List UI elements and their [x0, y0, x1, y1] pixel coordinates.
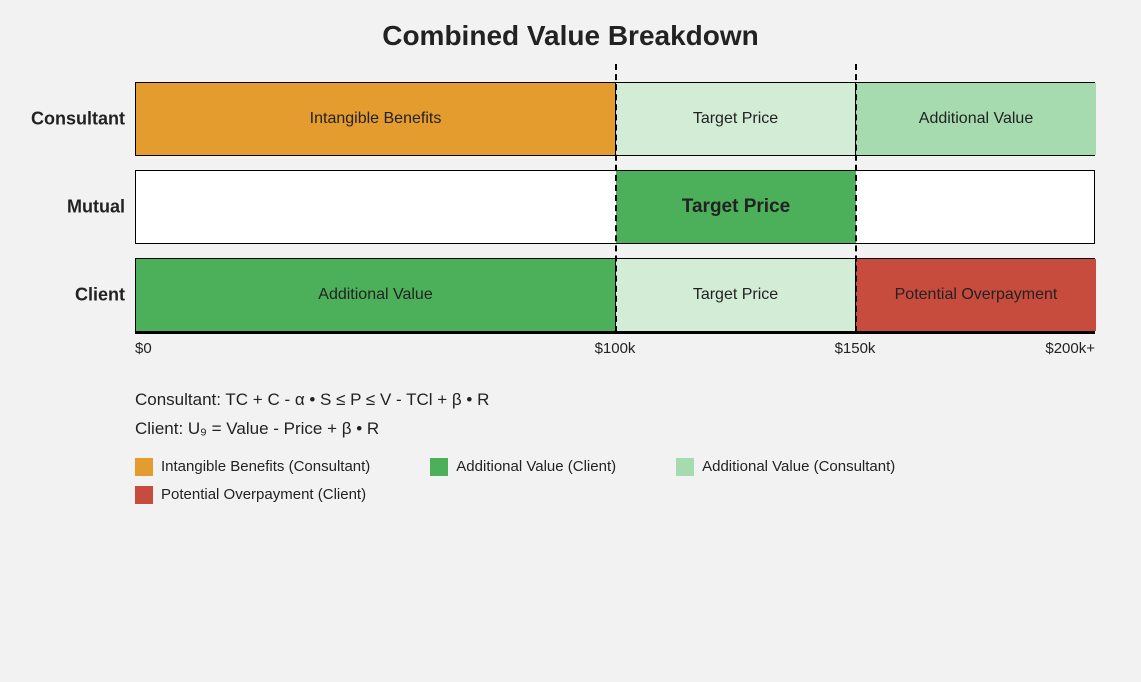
bar-outline: Intangible BenefitsTarget PriceAdditiona…	[135, 82, 1095, 156]
legend-item: Additional Value (Client)	[430, 458, 616, 476]
bar-segment: Target Price	[616, 259, 856, 331]
legend-swatch	[135, 486, 153, 504]
legend-swatch	[430, 458, 448, 476]
chart-row: ClientAdditional ValueTarget PricePotent…	[135, 258, 1095, 332]
bar-outline: Additional ValueTarget PricePotential Ov…	[135, 258, 1095, 332]
row-label: Client	[20, 285, 125, 306]
legend-label: Intangible Benefits (Consultant)	[161, 458, 370, 475]
formula-consultant: Consultant: TC + C - α • S ≤ P ≤ V - TCl…	[135, 386, 1141, 415]
chart-wrap: ConsultantIntangible BenefitsTarget Pric…	[135, 82, 1101, 366]
x-tick-label: $100k	[595, 340, 636, 357]
chart-row: ConsultantIntangible BenefitsTarget Pric…	[135, 82, 1095, 156]
chart-row: MutualTarget Price	[135, 170, 1095, 244]
page-root: Combined Value Breakdown ConsultantIntan…	[0, 0, 1141, 682]
bar-segment: Target Price	[616, 83, 856, 155]
formula-client: Client: U₉ = Value - Price + β • R	[135, 415, 1141, 444]
legend-label: Additional Value (Client)	[456, 458, 616, 475]
plot-area: ConsultantIntangible BenefitsTarget Pric…	[135, 82, 1095, 334]
legend-item: Potential Overpayment (Client)	[135, 486, 366, 504]
legend-item: Intangible Benefits (Consultant)	[135, 458, 370, 476]
legend-label: Additional Value (Consultant)	[702, 458, 895, 475]
x-tick-label: $150k	[835, 340, 876, 357]
bar-segment: Potential Overpayment	[856, 259, 1096, 331]
row-label: Consultant	[20, 109, 125, 130]
chart-title: Combined Value Breakdown	[0, 20, 1141, 52]
legend-label: Potential Overpayment (Client)	[161, 486, 366, 503]
bar-outline: Target Price	[135, 170, 1095, 244]
x-tick-label: $0	[135, 340, 152, 357]
formulas-block: Consultant: TC + C - α • S ≤ P ≤ V - TCl…	[135, 386, 1141, 444]
x-axis-ticks: $0 $100k $150k $200k+	[135, 340, 1095, 366]
bar-segment: Additional Value	[856, 83, 1096, 155]
bar-segment: Intangible Benefits	[136, 83, 616, 155]
x-tick-label: $200k+	[1045, 340, 1095, 357]
legend-item: Additional Value (Consultant)	[676, 458, 895, 476]
row-label: Mutual	[20, 197, 125, 218]
legend-swatch	[676, 458, 694, 476]
bar-segment: Target Price	[616, 171, 856, 243]
bar-segment: Additional Value	[136, 259, 616, 331]
legend: Intangible Benefits (Consultant) Addition…	[135, 458, 1095, 504]
legend-swatch	[135, 458, 153, 476]
